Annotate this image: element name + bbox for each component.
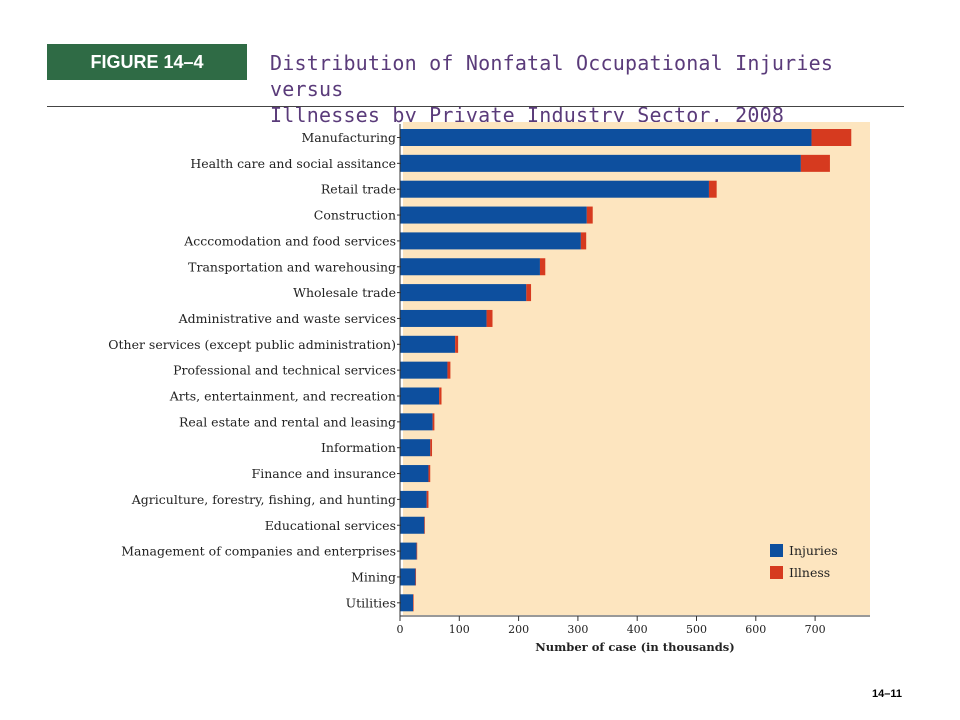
- category-label: Construction: [314, 208, 396, 223]
- bar-illness-7: [486, 309, 493, 327]
- bar-injuries-3: [400, 206, 587, 224]
- category-label: Real estate and rental and leasing: [179, 414, 396, 429]
- x-axis: 0 100 200 300 400 500 600 700 Number of case (in…: [397, 124, 870, 654]
- category-label: Acccomodation and food services: [183, 233, 396, 248]
- bar-injuries-17: [400, 568, 416, 586]
- bar-injuries-18: [400, 594, 414, 612]
- figure-title-line-1: Distribution of Nonfatal Occupational In…: [270, 51, 834, 101]
- category-label: Other services (except public administra…: [108, 337, 396, 352]
- bar-illness-18: [413, 594, 414, 612]
- x-tick-label: 200: [508, 623, 529, 636]
- bar-injuries-8: [400, 335, 456, 353]
- category-label: Mining: [351, 569, 396, 584]
- bar-injuries-0: [400, 129, 812, 146]
- legend: Injuries Illness: [770, 543, 838, 580]
- plot-background: [403, 122, 870, 615]
- bar-illness-3: [586, 206, 593, 224]
- bar-illness-6: [526, 284, 532, 302]
- legend-swatch-injuries: [770, 544, 783, 557]
- figure-label: FIGURE 14–4: [47, 44, 247, 80]
- legend-label-injuries: Injuries: [789, 543, 838, 558]
- bar-illness-5: [539, 258, 546, 276]
- bar-injuries-7: [400, 309, 487, 327]
- bar-illness-0: [811, 129, 852, 146]
- category-labels: Manufacturing Health care and social assi…: [108, 130, 401, 610]
- bar-injuries-5: [400, 258, 540, 276]
- legend-label-illness: Illness: [789, 565, 830, 580]
- bar-injuries-4: [400, 232, 581, 250]
- category-label: Administrative and waste services: [178, 311, 396, 326]
- bar-injuries-12: [400, 439, 431, 457]
- bars-layer: [400, 129, 852, 612]
- category-label: Health care and social assitance: [190, 156, 396, 171]
- x-axis-title: Number of case (in thousands): [535, 640, 734, 654]
- bar-illness-1: [800, 154, 830, 172]
- bar-injuries-13: [400, 465, 429, 483]
- legend-swatch-illness: [770, 566, 783, 579]
- bar-illness-12: [430, 439, 433, 457]
- bar-illness-14: [426, 490, 429, 508]
- category-label: Management of companies and enterprises: [121, 544, 396, 559]
- category-label: Information: [321, 440, 396, 455]
- bar-illness-8: [455, 335, 459, 353]
- category-label: Educational services: [265, 518, 396, 533]
- bar-injuries-1: [400, 154, 801, 172]
- x-tick-label: 500: [686, 623, 707, 636]
- x-tick-label: 0: [397, 623, 404, 636]
- bar-illness-11: [432, 413, 435, 431]
- bar-injuries-6: [400, 284, 527, 302]
- bar-injuries-16: [400, 542, 417, 560]
- bar-injuries-15: [400, 516, 425, 534]
- category-label: Wholesale trade: [293, 285, 396, 300]
- x-tick-label: 300: [567, 623, 588, 636]
- bar-illness-9: [447, 361, 451, 379]
- slide-number: 14–11: [872, 688, 902, 700]
- bar-injuries-10: [400, 387, 440, 405]
- x-tick-label: 700: [805, 623, 826, 636]
- x-tick-label: 600: [745, 623, 766, 636]
- category-label: Professional and technical services: [173, 363, 396, 378]
- category-label: Finance and insurance: [252, 466, 396, 481]
- bar-injuries-2: [400, 180, 709, 198]
- bar-injuries-11: [400, 413, 433, 431]
- category-label: Manufacturing: [301, 130, 396, 145]
- bar-illness-13: [428, 465, 431, 483]
- bar-illness-2: [708, 180, 717, 198]
- bar-illness-15: [424, 516, 425, 534]
- bar-injuries-9: [400, 361, 448, 379]
- bar-injuries-14: [400, 490, 427, 508]
- bar-illness-4: [580, 232, 587, 250]
- category-label: Transportation and warehousing: [188, 259, 396, 274]
- category-label: Arts, entertainment, and recreation: [169, 389, 396, 404]
- category-label: Retail trade: [321, 182, 396, 197]
- category-label: Utilities: [346, 595, 396, 610]
- bar-illness-16: [416, 542, 418, 560]
- bar-illness-17: [415, 568, 417, 586]
- category-label: Agriculture, forestry, fishing, and hunt…: [131, 492, 396, 507]
- x-tick-label: 400: [627, 623, 648, 636]
- x-tick-label: 100: [449, 623, 470, 636]
- bar-illness-10: [439, 387, 442, 405]
- header-divider: [47, 106, 904, 107]
